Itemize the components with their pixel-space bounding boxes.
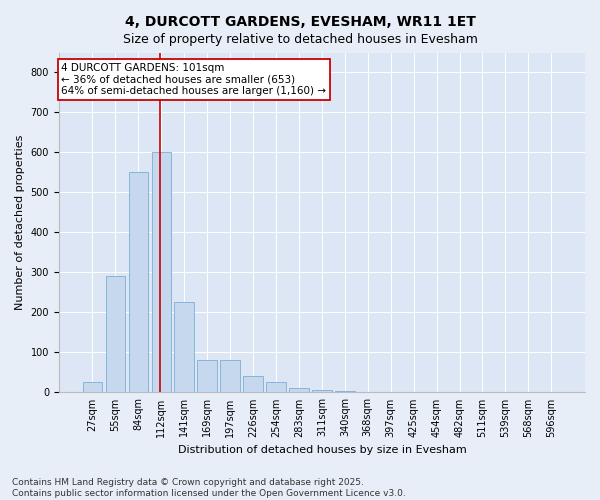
Bar <box>244 376 263 392</box>
Bar <box>83 382 102 392</box>
Y-axis label: Number of detached properties: Number of detached properties <box>15 135 25 310</box>
Bar <box>106 276 125 392</box>
Bar <box>312 390 332 392</box>
Bar <box>128 172 148 392</box>
Text: 4, DURCOTT GARDENS, EVESHAM, WR11 1ET: 4, DURCOTT GARDENS, EVESHAM, WR11 1ET <box>125 15 475 29</box>
Text: Size of property relative to detached houses in Evesham: Size of property relative to detached ho… <box>122 32 478 46</box>
Bar <box>197 360 217 392</box>
Bar <box>220 360 240 392</box>
Bar <box>335 391 355 392</box>
Bar <box>289 388 308 392</box>
Bar <box>266 382 286 392</box>
X-axis label: Distribution of detached houses by size in Evesham: Distribution of detached houses by size … <box>178 445 466 455</box>
Text: Contains HM Land Registry data © Crown copyright and database right 2025.
Contai: Contains HM Land Registry data © Crown c… <box>12 478 406 498</box>
Bar <box>175 302 194 392</box>
Text: 4 DURCOTT GARDENS: 101sqm
← 36% of detached houses are smaller (653)
64% of semi: 4 DURCOTT GARDENS: 101sqm ← 36% of detac… <box>61 62 326 96</box>
Bar <box>152 152 171 392</box>
